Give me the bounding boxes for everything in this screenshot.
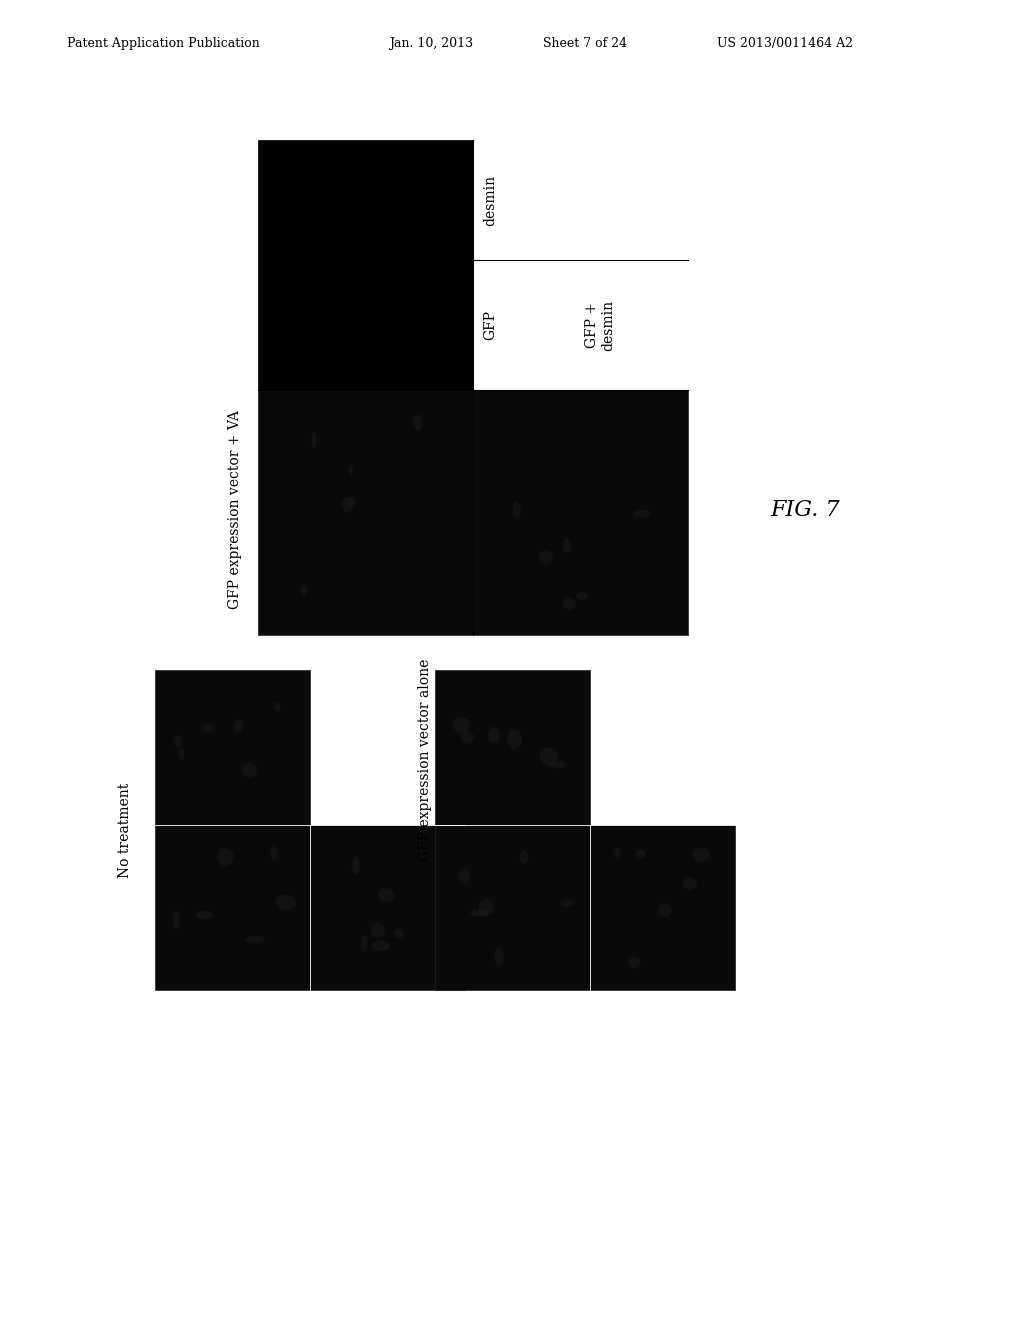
Ellipse shape <box>217 849 233 866</box>
Ellipse shape <box>636 850 646 859</box>
Ellipse shape <box>202 723 214 733</box>
Ellipse shape <box>351 857 360 875</box>
Text: US 2013/0011464 A2: US 2013/0011464 A2 <box>717 37 853 50</box>
Ellipse shape <box>311 432 316 447</box>
Ellipse shape <box>613 847 621 859</box>
Bar <box>590 825 735 990</box>
Text: GFP: GFP <box>483 310 497 341</box>
Ellipse shape <box>539 550 553 564</box>
Ellipse shape <box>371 923 385 937</box>
Bar <box>155 671 310 825</box>
Ellipse shape <box>459 869 470 884</box>
Ellipse shape <box>242 763 257 777</box>
Bar <box>310 825 465 990</box>
Ellipse shape <box>495 946 504 965</box>
Ellipse shape <box>470 909 489 916</box>
Ellipse shape <box>300 585 308 597</box>
Ellipse shape <box>692 849 711 862</box>
Ellipse shape <box>549 762 566 768</box>
Ellipse shape <box>575 593 587 601</box>
Ellipse shape <box>233 719 243 733</box>
Text: No treatment: No treatment <box>118 783 132 878</box>
Bar <box>155 825 310 990</box>
Ellipse shape <box>519 850 528 863</box>
Text: GFP expression vector alone: GFP expression vector alone <box>418 659 432 861</box>
Ellipse shape <box>540 747 558 766</box>
Ellipse shape <box>270 846 278 861</box>
Ellipse shape <box>275 894 296 911</box>
Ellipse shape <box>378 888 394 902</box>
Text: Patent Application Publication: Patent Application Publication <box>67 37 259 50</box>
Text: Sheet 7 of 24: Sheet 7 of 24 <box>543 37 627 50</box>
Bar <box>435 671 590 825</box>
Ellipse shape <box>560 899 573 907</box>
Ellipse shape <box>507 730 522 750</box>
Ellipse shape <box>478 899 494 916</box>
Ellipse shape <box>562 598 577 610</box>
Ellipse shape <box>453 717 470 734</box>
Ellipse shape <box>629 957 641 969</box>
Ellipse shape <box>372 941 390 950</box>
Ellipse shape <box>347 496 354 506</box>
Ellipse shape <box>174 911 179 929</box>
Text: GFP +
desmin: GFP + desmin <box>585 300 615 351</box>
Text: FIG. 7: FIG. 7 <box>770 499 840 521</box>
Ellipse shape <box>174 735 182 747</box>
Ellipse shape <box>196 911 213 920</box>
Ellipse shape <box>487 727 500 743</box>
Ellipse shape <box>273 702 281 711</box>
Ellipse shape <box>178 747 184 760</box>
Ellipse shape <box>342 498 353 513</box>
Ellipse shape <box>245 936 265 942</box>
Ellipse shape <box>394 929 403 939</box>
Bar <box>258 389 473 635</box>
Ellipse shape <box>682 878 697 890</box>
Ellipse shape <box>658 903 672 917</box>
Text: desmin: desmin <box>483 174 497 226</box>
Ellipse shape <box>513 502 521 519</box>
Ellipse shape <box>413 414 423 430</box>
Ellipse shape <box>361 935 368 950</box>
Bar <box>435 825 590 990</box>
Text: GFP expression vector + VA: GFP expression vector + VA <box>228 411 242 610</box>
Bar <box>473 389 688 635</box>
Bar <box>258 140 473 389</box>
Ellipse shape <box>562 537 570 553</box>
Text: Jan. 10, 2013: Jan. 10, 2013 <box>389 37 473 50</box>
Ellipse shape <box>461 731 474 744</box>
Ellipse shape <box>348 465 353 475</box>
Ellipse shape <box>633 510 651 517</box>
